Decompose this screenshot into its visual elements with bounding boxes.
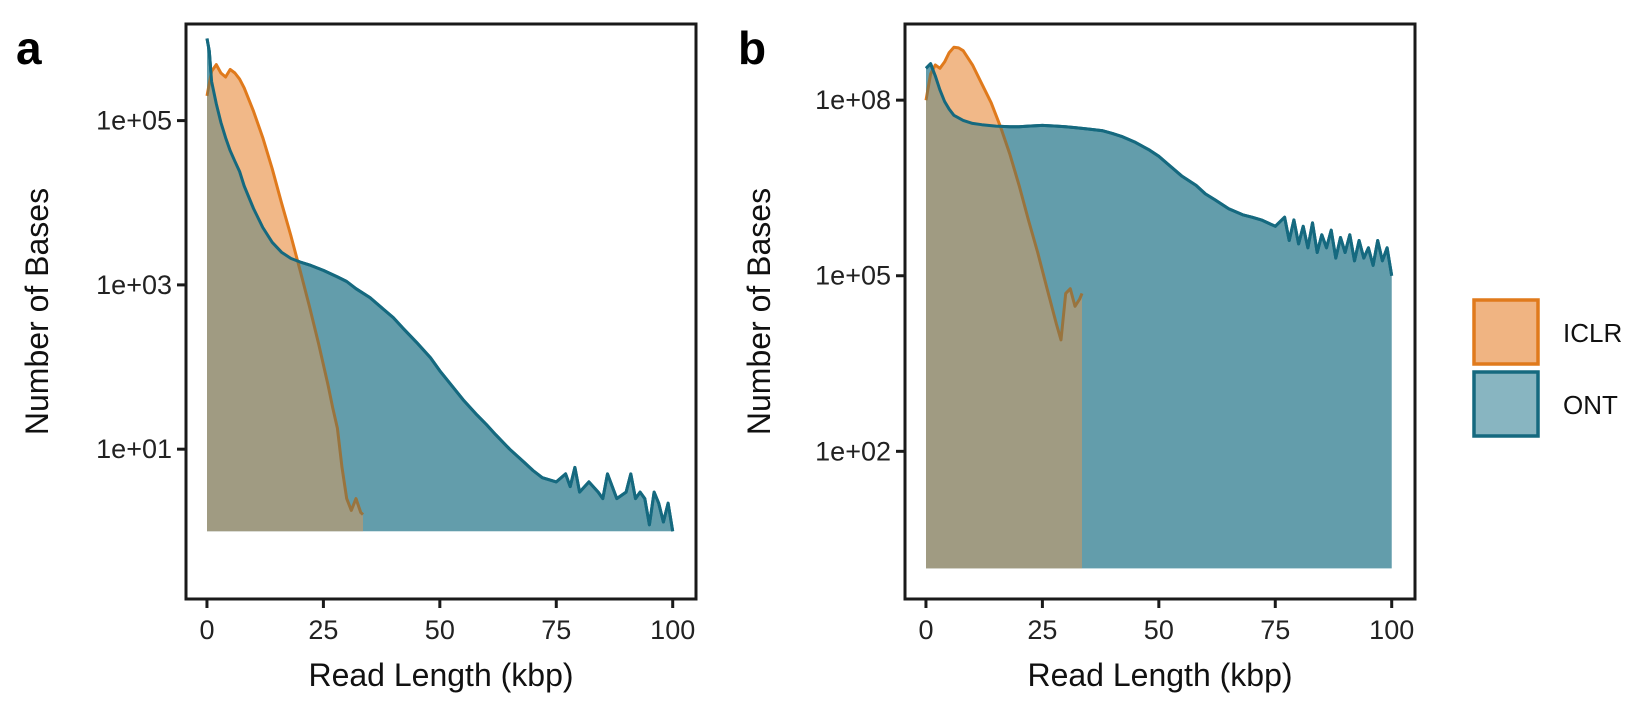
line-ont-top [205, 38, 675, 532]
legend-item-ont: ONT [1472, 370, 1618, 438]
x-axis-title: Read Length (kbp) [308, 657, 573, 693]
x-tick-label: 100 [650, 615, 695, 645]
y-tick-label: 1e+05 [815, 261, 891, 291]
y-tick-label: 1e+05 [96, 106, 172, 136]
x-tick-label: 25 [1027, 615, 1057, 645]
y-axis-title: Number of Bases [741, 188, 777, 435]
legend-item-iclr: ICLR [1472, 298, 1622, 366]
area-iclr [207, 64, 363, 532]
panel-a: 0 25 50 75 100 1e+01 1e+03 1e+05 Read Length (kb… [16, 22, 698, 693]
y-tick-label: 1e+08 [815, 85, 891, 115]
x-tick-label: 25 [308, 615, 338, 645]
panel-label: a [16, 22, 42, 74]
legend-swatch [1472, 370, 1540, 438]
y-axis-title: Number of Bases [19, 188, 55, 435]
y-tick-label: 1e+03 [96, 270, 172, 300]
x-tick-label: 75 [1260, 615, 1290, 645]
x-axis-title: Read Length (kbp) [1027, 657, 1292, 693]
overlap-shade [207, 38, 673, 532]
legend-label: ONT [1563, 390, 1618, 420]
legend-label: ICLR [1563, 318, 1622, 348]
line-ont-top [924, 62, 1394, 276]
area-iclr [926, 47, 1082, 569]
x-tick-label: 100 [1369, 615, 1414, 645]
x-tick-label: 0 [918, 615, 933, 645]
x-tick-label: 50 [1144, 615, 1174, 645]
x-tick-label: 0 [199, 615, 214, 645]
panel-label: b [738, 22, 766, 74]
line-iclr [205, 63, 365, 516]
panel-b: 0 25 50 75 100 1e+02 1e+05 1e+08 Read Length (kb… [738, 22, 1417, 693]
y-tick-label: 1e+01 [96, 434, 172, 464]
overlap-shade [926, 63, 1392, 569]
x-tick-label: 75 [541, 615, 571, 645]
legend: ICLR ONT [1472, 298, 1622, 438]
legend-swatch [1472, 298, 1540, 366]
y-tick-label: 1e+02 [815, 436, 891, 466]
x-tick-label: 50 [425, 615, 455, 645]
